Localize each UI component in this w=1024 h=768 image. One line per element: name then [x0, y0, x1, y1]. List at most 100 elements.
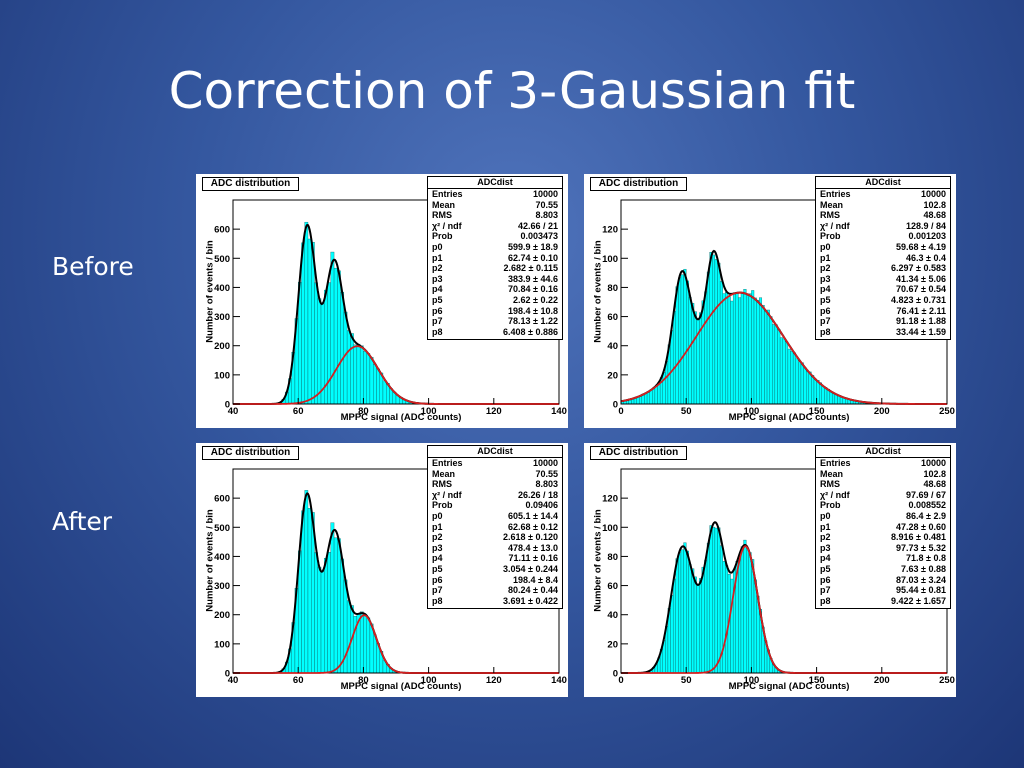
histogram-bar: [759, 297, 763, 405]
histogram-bar: [675, 286, 679, 405]
stats-value: 33.44 ± 1.59: [896, 326, 946, 337]
stats-value: 198.4 ± 10.8: [508, 305, 558, 316]
stats-value: 2.62 ± 0.22: [513, 294, 558, 305]
y-tick-label: 500: [214, 523, 230, 534]
stats-value: 128.9 / 84: [905, 220, 946, 231]
histogram-bar: [738, 297, 742, 405]
stats-row: p6 198.4 ± 8.4: [428, 575, 562, 586]
stats-row: p0 599.9 ± 18.9: [428, 242, 562, 253]
stats-key: p7: [820, 316, 831, 327]
stats-key: RMS: [432, 479, 452, 490]
histogram-bar: [748, 293, 752, 405]
stats-row: Entries 10000: [428, 458, 562, 469]
stats-value: 102.8: [923, 199, 946, 210]
stats-key: Mean: [432, 199, 456, 210]
histogram-bar: [376, 368, 380, 405]
stats-row: χ² / ndf 97.69 / 67: [816, 490, 950, 501]
histogram-bar: [701, 566, 705, 674]
stats-row: p8 9.422 ± 1.657: [816, 596, 950, 607]
histogram-bar: [706, 271, 710, 405]
stats-value: 2.682 ± 0.115: [503, 263, 559, 274]
stats-row: p8 3.691 ± 0.422: [428, 596, 562, 607]
stats-value: 6.297 ± 0.583: [891, 263, 946, 274]
histogram-bar: [369, 623, 374, 674]
histogram-bar: [709, 252, 713, 405]
stats-row: RMS 48.68: [816, 210, 950, 221]
stats-row: RMS 8.803: [428, 210, 562, 221]
stats-value: 70.55: [535, 199, 558, 210]
stats-box-title: ADCdist: [816, 446, 950, 458]
stats-row: p5 7.63 ± 0.88: [816, 564, 950, 575]
x-tick-label: 100: [743, 406, 759, 417]
histogram-bar: [787, 348, 791, 405]
histogram-bar: [680, 274, 684, 405]
stats-key: p7: [432, 316, 443, 327]
x-axis-label: MPPC signal (ADC counts): [340, 412, 462, 423]
stats-key: Mean: [432, 468, 456, 479]
stats-row: p2 6.297 ± 0.583: [816, 263, 950, 274]
stats-key: p7: [820, 585, 831, 596]
y-tick-label: 0: [613, 669, 618, 680]
x-tick-label: 200: [874, 406, 890, 417]
histogram-bar: [346, 600, 351, 674]
histogram-bar: [774, 324, 778, 405]
stats-row: Prob 0.09406: [428, 500, 562, 511]
stats-value: 86.4 ± 2.9: [906, 510, 946, 521]
stats-key: p4: [432, 553, 443, 564]
histogram-bar: [646, 391, 650, 405]
stats-key: χ² / ndf: [820, 489, 850, 500]
stats-row: p6 76.41 ± 2.11: [816, 306, 950, 317]
stats-value: 6.408 ± 0.886: [503, 326, 558, 337]
histogram-bar: [743, 539, 747, 674]
y-axis-label: Number of events / bin: [592, 509, 604, 612]
histogram-bar: [740, 291, 744, 405]
histogram-bar: [746, 295, 749, 405]
histogram-bar: [307, 508, 312, 674]
stats-key: p0: [820, 510, 831, 521]
histogram-bar: [683, 542, 687, 674]
stats-row: p1 46.3 ± 0.4: [816, 253, 950, 264]
histogram-bar: [373, 634, 377, 674]
chart-title: ADC distribution: [590, 446, 687, 460]
x-tick-label: 40: [228, 675, 239, 686]
stats-key: p8: [820, 326, 831, 337]
histogram-bar: [683, 268, 687, 405]
x-tick-label: 80: [358, 406, 369, 417]
stats-row: p7 91.18 ± 1.88: [816, 316, 950, 327]
stats-key: Entries: [432, 458, 463, 468]
x-tick-label: 50: [681, 675, 692, 686]
stats-key: p1: [432, 252, 443, 263]
third-gaussian-curve: [620, 291, 947, 405]
y-tick-label: 0: [225, 400, 230, 411]
y-tick-label: 500: [214, 254, 230, 265]
histogram-bar: [829, 391, 833, 405]
histogram-bar: [366, 353, 371, 405]
x-tick-label: 100: [421, 675, 437, 686]
y-tick-label: 100: [602, 523, 618, 534]
stats-key: p4: [432, 284, 443, 295]
stats-key: Entries: [820, 189, 851, 199]
histogram-bar: [709, 525, 713, 674]
stats-key: Mean: [820, 468, 844, 479]
stats-key: p6: [820, 574, 831, 585]
stats-key: p0: [432, 241, 443, 252]
stats-value: 76.41 ± 2.11: [896, 305, 946, 316]
stats-value: 70.67 ± 0.54: [896, 284, 946, 295]
histogram-bar: [792, 352, 796, 405]
stats-value: 3.054 ± 0.244: [503, 563, 558, 574]
histogram-bar: [359, 611, 364, 674]
histogram-bar: [824, 387, 828, 405]
chart-svg: 0 50 100 150 200 250 0 20 40 60 80 100 120: [602, 468, 955, 686]
stats-value: 0.001203: [908, 231, 946, 242]
y-tick-label: 20: [607, 370, 618, 381]
stats-key: p7: [432, 585, 443, 596]
chart-title: ADC distribution: [590, 177, 687, 191]
stats-row: p1 62.68 ± 0.12: [428, 522, 562, 533]
stats-row: p8 33.44 ± 1.59: [816, 327, 950, 338]
stats-row: Mean 102.8: [816, 469, 950, 480]
x-axis-label: MPPC signal (ADC counts): [340, 681, 462, 692]
y-axis-label: Number of events / bin: [204, 240, 216, 343]
stats-row: p2 2.682 ± 0.115: [428, 263, 562, 274]
stats-row: p3 97.73 ± 5.32: [816, 543, 950, 554]
stats-row: p2 2.618 ± 0.120: [428, 532, 562, 543]
